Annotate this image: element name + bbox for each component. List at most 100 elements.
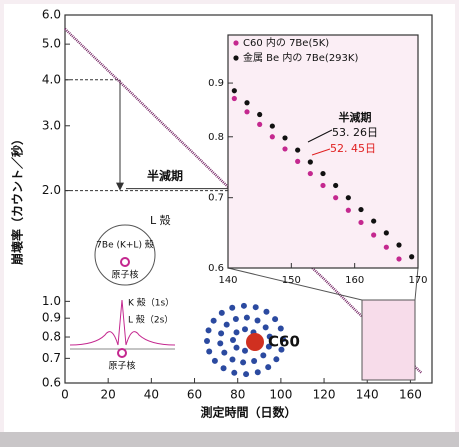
legend-marker: [233, 40, 238, 45]
point: [371, 232, 376, 237]
c60-atom: [229, 356, 235, 362]
c60-atom: [221, 350, 227, 356]
y-tick-label: 0.6: [208, 263, 224, 274]
c60-atom: [273, 356, 279, 362]
x-tick-label: 140: [218, 275, 237, 286]
point: [320, 183, 325, 188]
shell-label: 7Be (K+L) 殻: [96, 239, 154, 251]
y-tick-label: 0.9: [42, 311, 61, 325]
point: [384, 230, 389, 235]
point: [384, 245, 389, 250]
c60-atom: [255, 318, 261, 324]
c60-atom: [263, 324, 269, 330]
point: [270, 123, 275, 128]
c60-atom: [260, 352, 266, 358]
nucleus-label: 原子核: [111, 269, 138, 281]
point: [358, 220, 363, 225]
y-tick-label: 5.0: [42, 37, 61, 51]
c60-atom: [244, 315, 250, 321]
c60-label: C60: [268, 333, 300, 351]
c60-atom: [255, 369, 261, 375]
y-tick-label: 0.7: [42, 351, 61, 365]
c60-atom: [251, 358, 257, 364]
x-tick-label: 120: [313, 388, 336, 402]
c60-atom: [219, 310, 225, 316]
k-orbital-label: K 殻（1s）: [128, 297, 174, 309]
point: [346, 195, 351, 200]
c60-atom: [234, 329, 240, 335]
point: [257, 122, 262, 127]
point: [308, 171, 313, 176]
y-tick-label: 0.9: [208, 78, 224, 89]
c60-atom: [241, 303, 247, 309]
footer-bar: [0, 432, 459, 447]
y-tick-label: 0.8: [42, 330, 61, 344]
x-tick-label: 150: [282, 275, 301, 286]
half-life-label: 半減期: [147, 168, 183, 183]
annotation-red: 52. 45日: [330, 142, 376, 155]
c60-atom: [240, 359, 246, 365]
c60-atom: [224, 322, 230, 328]
c60-atom: [265, 364, 271, 370]
legend-marker: [233, 55, 238, 60]
x-tick-label: 140: [356, 388, 379, 402]
point: [282, 135, 287, 140]
point: [308, 159, 313, 164]
x-tick-label: 20: [101, 388, 116, 402]
y-tick-label: 0.7: [208, 193, 224, 204]
y-tick-label: 4.0: [42, 72, 61, 86]
c60-atom: [234, 345, 240, 351]
point: [371, 218, 376, 223]
point: [282, 146, 287, 151]
c60-atom: [221, 365, 227, 371]
point: [333, 183, 338, 188]
c60-atom: [272, 316, 278, 322]
point: [295, 147, 300, 152]
point: [409, 254, 414, 259]
c60-atom: [230, 337, 236, 343]
point: [244, 109, 249, 114]
c60-atom: [243, 371, 249, 377]
point: [295, 159, 300, 164]
legend-label: 金属 Be 内の 7Be(293K): [243, 51, 358, 64]
nucleus: [118, 349, 126, 357]
y-axis-label: 崩壊率（カウント／秒）: [10, 133, 25, 265]
c60-atom: [263, 309, 269, 315]
c60-atom: [242, 326, 248, 332]
point: [346, 208, 351, 213]
x-tick-label: 160: [399, 388, 422, 402]
y-tick-label: 6.0: [42, 8, 61, 22]
annotation-black: 53. 26日: [332, 126, 378, 139]
point: [396, 242, 401, 247]
c60-atom: [233, 316, 239, 322]
point: [232, 88, 237, 93]
c60-atom: [253, 304, 259, 310]
c60-atom: [229, 305, 235, 311]
l-shell-label: L 殻: [150, 213, 171, 227]
x-tick-label: 100: [269, 388, 292, 402]
nucleus: [121, 258, 129, 266]
y-tick-label: 2.0: [42, 183, 61, 197]
c60-atom: [242, 348, 248, 354]
y-tick-label: 1.0: [42, 294, 61, 308]
y-tick-label: 0.6: [42, 376, 61, 390]
c60-atom: [206, 327, 212, 333]
c60-atom: [212, 358, 218, 364]
point: [396, 256, 401, 261]
x-tick-label: 40: [144, 388, 159, 402]
point: [257, 112, 262, 117]
point: [333, 195, 338, 200]
x-axis-label: 測定時間（日数）: [200, 405, 296, 420]
point: [320, 171, 325, 176]
point: [358, 207, 363, 212]
c60-atom: [206, 348, 212, 354]
zoom-region: [362, 300, 415, 380]
point: [270, 134, 275, 139]
c60-atom: [211, 318, 217, 324]
c60-atom: [218, 330, 224, 336]
annotation-title: 半減期: [339, 110, 372, 124]
point: [232, 96, 237, 101]
y-tick-label: 3.0: [42, 118, 61, 132]
y-tick-label: 0.8: [208, 132, 224, 143]
x-tick-label: 80: [230, 388, 245, 402]
